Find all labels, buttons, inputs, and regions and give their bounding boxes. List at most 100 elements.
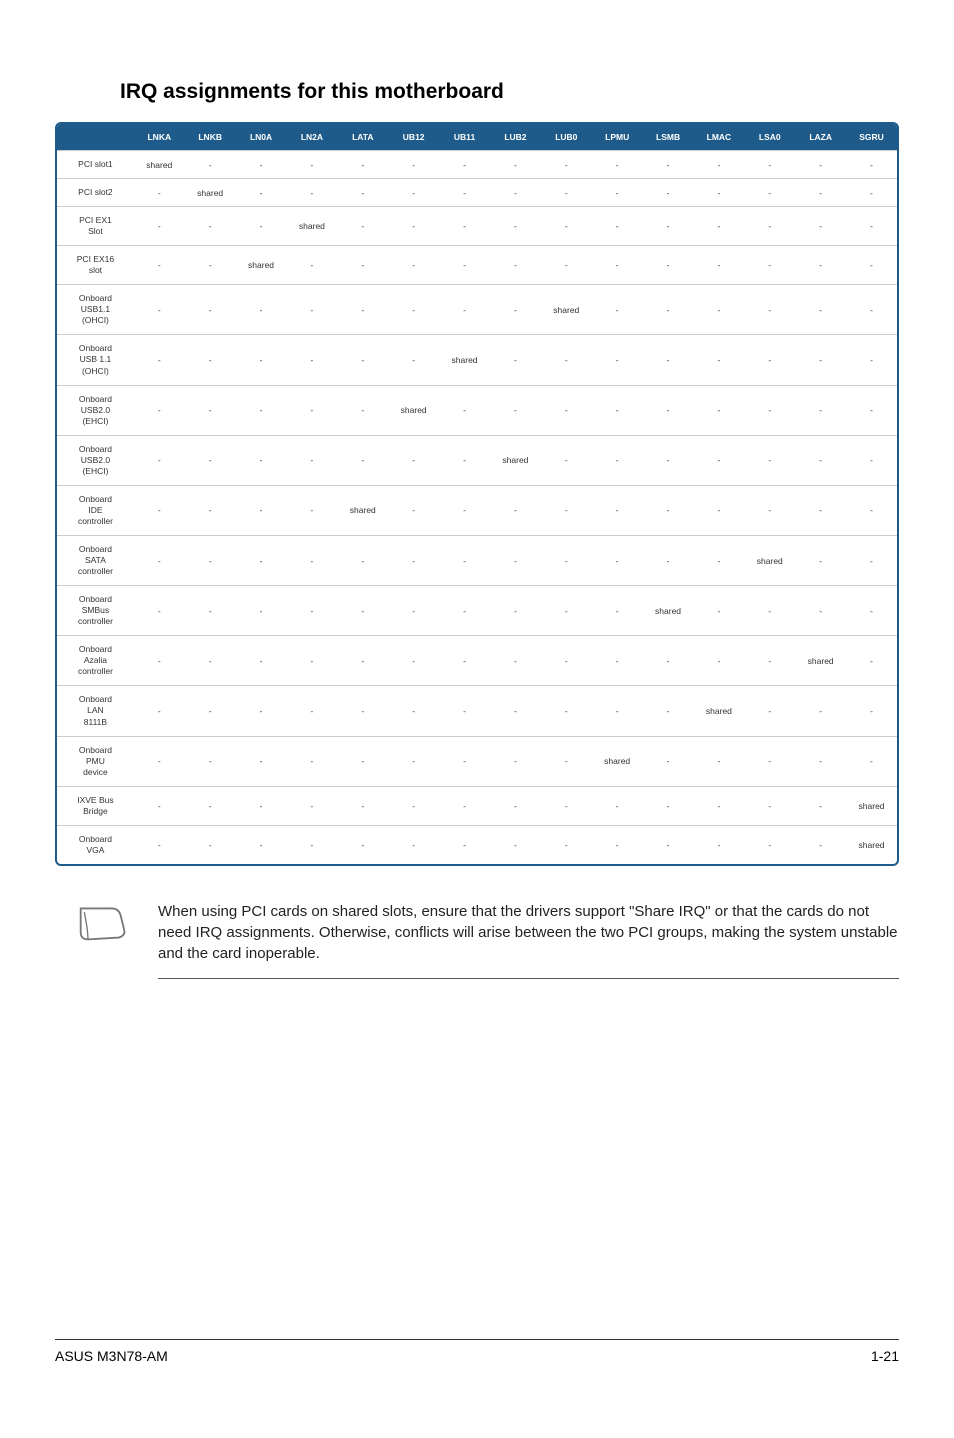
table-cell: - [388, 586, 439, 636]
table-cell: - [337, 285, 388, 335]
table-cell: - [388, 179, 439, 207]
table-cell: - [439, 786, 490, 825]
table-cell: - [439, 246, 490, 285]
table-cell: - [592, 285, 643, 335]
table-cell: - [134, 636, 185, 686]
table-cell: - [846, 586, 897, 636]
table-cell: - [236, 686, 287, 736]
table-cell: - [846, 179, 897, 207]
table-cell: - [185, 535, 236, 585]
row-label: OnboardSMBuscontroller [57, 586, 134, 636]
table-cell: - [185, 586, 236, 636]
row-label: PCI EX16slot [57, 246, 134, 285]
table-cell: - [134, 246, 185, 285]
table-cell: - [693, 786, 744, 825]
table-cell: - [490, 535, 541, 585]
row-label: OnboardUSB 1.1(OHCI) [57, 335, 134, 385]
table-cell: - [337, 736, 388, 786]
table-cell: - [185, 246, 236, 285]
table-cell: - [337, 179, 388, 207]
table-row: OnboardUSB1.1(OHCI)--------shared------ [57, 285, 897, 335]
table-cell: - [134, 207, 185, 246]
table-cell: - [643, 636, 694, 686]
table-cell: shared [388, 385, 439, 435]
table-cell: - [286, 485, 337, 535]
table-cell: - [490, 151, 541, 179]
table-cell: - [744, 435, 795, 485]
irq-table-wrap: LNKALNKBLN0ALN2ALATAUB12UB11LUB2LUB0LPMU… [55, 122, 899, 866]
table-cell: - [134, 825, 185, 864]
table-cell: shared [541, 285, 592, 335]
table-cell: - [795, 586, 846, 636]
table-cell: - [795, 786, 846, 825]
table-cell: - [134, 535, 185, 585]
table-cell: - [643, 485, 694, 535]
table-header-cell: LPMU [592, 124, 643, 151]
table-cell: - [236, 736, 287, 786]
table-cell: - [286, 786, 337, 825]
table-row: OnboardIDEcontroller----shared---------- [57, 485, 897, 535]
table-cell: - [592, 485, 643, 535]
table-cell: - [490, 246, 541, 285]
table-cell: - [744, 151, 795, 179]
table-cell: - [693, 535, 744, 585]
table-cell: - [846, 335, 897, 385]
table-cell: - [388, 151, 439, 179]
table-cell: - [592, 179, 643, 207]
table-cell: - [286, 736, 337, 786]
table-cell: - [337, 435, 388, 485]
table-cell: - [490, 636, 541, 686]
table-row: PCI EX1Slot---shared----------- [57, 207, 897, 246]
table-cell: - [592, 686, 643, 736]
irq-table-header-row: LNKALNKBLN0ALN2ALATAUB12UB11LUB2LUB0LPMU… [57, 124, 897, 151]
table-header-cell: LNKA [134, 124, 185, 151]
table-header-cell: UB12 [388, 124, 439, 151]
table-cell: - [693, 485, 744, 535]
table-cell: - [286, 246, 337, 285]
table-cell: - [185, 335, 236, 385]
table-cell: - [490, 825, 541, 864]
table-cell: - [744, 246, 795, 285]
table-cell: - [490, 786, 541, 825]
table-cell: - [541, 179, 592, 207]
table-cell: shared [643, 586, 694, 636]
row-label: OnboardPMUdevice [57, 736, 134, 786]
table-header-cell: LMAC [693, 124, 744, 151]
table-cell: - [592, 825, 643, 864]
footer-page-number: 1-21 [871, 1348, 899, 1364]
table-cell: - [744, 285, 795, 335]
table-cell: - [541, 151, 592, 179]
table-cell: - [693, 151, 744, 179]
table-cell: - [744, 586, 795, 636]
table-cell: - [592, 636, 643, 686]
table-cell: - [439, 151, 490, 179]
table-cell: - [592, 435, 643, 485]
table-cell: shared [185, 179, 236, 207]
table-cell: - [795, 179, 846, 207]
table-cell: - [846, 151, 897, 179]
table-cell: - [236, 385, 287, 435]
table-cell: shared [439, 335, 490, 385]
row-label: OnboardUSB1.1(OHCI) [57, 285, 134, 335]
table-cell: - [795, 485, 846, 535]
table-cell: - [541, 636, 592, 686]
table-cell: - [337, 335, 388, 385]
table-cell: - [490, 207, 541, 246]
table-cell: - [439, 385, 490, 435]
table-cell: - [134, 686, 185, 736]
table-cell: - [541, 535, 592, 585]
table-cell: - [388, 535, 439, 585]
table-cell: - [236, 285, 287, 335]
table-cell: shared [592, 736, 643, 786]
table-cell: - [134, 786, 185, 825]
table-cell: - [693, 207, 744, 246]
row-label: OnboardLAN8111B [57, 686, 134, 736]
table-cell: - [693, 335, 744, 385]
table-row: PCI slot2-shared------------- [57, 179, 897, 207]
table-cell: - [286, 151, 337, 179]
table-row: OnboardLAN8111B-----------shared--- [57, 686, 897, 736]
table-cell: - [134, 385, 185, 435]
section-title: IRQ assignments for this motherboard [120, 80, 899, 104]
table-cell: - [846, 686, 897, 736]
table-cell: - [643, 207, 694, 246]
